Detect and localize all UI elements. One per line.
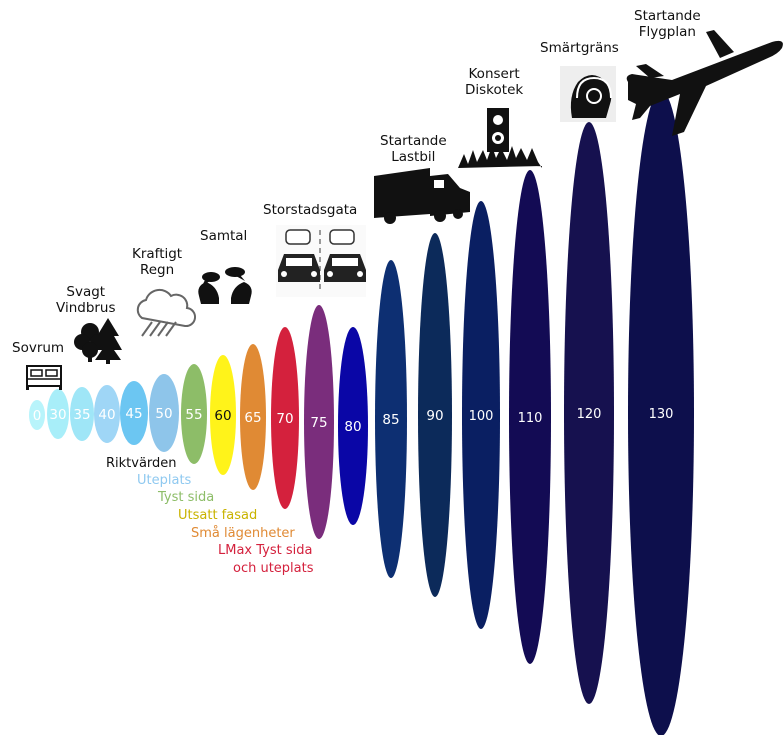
level-label-110: 110 <box>518 411 543 426</box>
label-sovrum: Sovrum <box>12 340 64 356</box>
level-ellipse-130 <box>628 90 694 735</box>
label-konsert-line1: Konsert <box>468 66 520 82</box>
level-label-80: 80 <box>344 419 361 435</box>
level-ellipse-100 <box>462 201 500 629</box>
level-label-100: 100 <box>469 409 494 424</box>
label-vindbrus-line2: Vindbrus <box>56 300 116 316</box>
traffic-icon <box>276 225 366 297</box>
level-ellipse-70 <box>271 327 299 509</box>
label-flygplan: Startande Flygplan <box>634 8 701 40</box>
label-samtal-text: Samtal <box>200 228 248 244</box>
level-label-35: 35 <box>73 407 90 423</box>
level-ellipse-75 <box>304 305 334 539</box>
label-storstadsgata: Storstadsgata <box>263 202 357 218</box>
label-konsert-line2: Diskotek <box>465 82 524 98</box>
level-label-45: 45 <box>125 406 142 422</box>
decibel-scale: 0 30 35 40 45 50 55 60 65 70 75 80 85 90 100 110 120 130 <box>29 90 694 735</box>
label-konsert: Konsert Diskotek <box>465 66 523 98</box>
level-ellipse-85 <box>375 260 407 578</box>
level-label-0: 0 <box>33 408 42 424</box>
level-ellipse-40 <box>94 385 120 443</box>
level-label-55: 55 <box>185 407 202 423</box>
label-storstadsgata-text: Storstadsgata <box>263 202 358 218</box>
truck-icon <box>374 168 470 224</box>
level-ellipse-35 <box>70 387 94 441</box>
level-label-75: 75 <box>310 415 327 431</box>
label-vindbrus-line1: Svagt <box>66 284 106 300</box>
level-label-50: 50 <box>155 406 172 422</box>
level-label-30: 30 <box>49 407 66 423</box>
label-regn-line1: Kraftigt <box>132 246 183 262</box>
level-label-65: 65 <box>244 410 261 426</box>
guideline-heading: Riktvärden <box>106 456 177 471</box>
level-ellipse-50 <box>149 374 179 452</box>
level-ellipse-45 <box>120 381 148 445</box>
level-label-130: 130 <box>649 407 674 422</box>
headphones-head-icon <box>560 66 616 122</box>
level-ellipse-90 <box>418 233 452 597</box>
guideline-item: Uteplats <box>137 473 192 488</box>
level-ellipse-120 <box>564 122 614 704</box>
level-label-60: 60 <box>214 408 231 424</box>
level-ellipse-0 <box>29 400 45 430</box>
label-smartgrans: Smärtgräns <box>540 40 619 56</box>
label-vindbrus: Svagt Vindbrus <box>56 284 116 316</box>
guideline-item: Små lägenheter <box>191 526 295 541</box>
guideline-item: Utsatt fasad <box>178 508 258 523</box>
level-label-90: 90 <box>426 408 443 424</box>
label-smartgrans-text: Smärtgräns <box>540 40 619 56</box>
label-sovrum-text: Sovrum <box>12 340 65 356</box>
label-lastbil: Startande Lastbil <box>380 133 447 165</box>
label-lastbil-line1: Startande <box>380 133 447 149</box>
label-flygplan-line2: Flygplan <box>638 24 696 40</box>
level-ellipse-30 <box>47 389 69 439</box>
rain-cloud-icon <box>136 288 196 337</box>
level-ellipse-65 <box>240 344 266 490</box>
level-ellipse-110 <box>509 170 551 664</box>
level-label-70: 70 <box>276 411 293 427</box>
level-ellipse-60 <box>210 355 236 475</box>
label-regn: Kraftigt Regn <box>132 246 182 278</box>
guideline-item: och uteplats <box>233 561 314 576</box>
label-samtal: Samtal <box>200 228 247 244</box>
speaker-concert-icon <box>458 108 542 168</box>
level-label-85: 85 <box>382 412 399 428</box>
airplane-icon <box>626 30 783 136</box>
guideline-item: LMax Tyst sida <box>218 543 313 558</box>
conversation-icon <box>198 267 252 304</box>
guideline-item: Tyst sida <box>158 490 215 505</box>
level-ellipse-80 <box>338 327 368 525</box>
level-ellipse-55 <box>181 364 207 464</box>
label-regn-line2: Regn <box>139 262 175 278</box>
level-label-120: 120 <box>577 407 602 422</box>
level-label-40: 40 <box>98 407 115 423</box>
bed-icon <box>26 365 62 390</box>
label-flygplan-line1: Startande <box>634 8 701 24</box>
trees-icon <box>74 318 122 364</box>
label-lastbil-line2: Lastbil <box>391 149 436 165</box>
